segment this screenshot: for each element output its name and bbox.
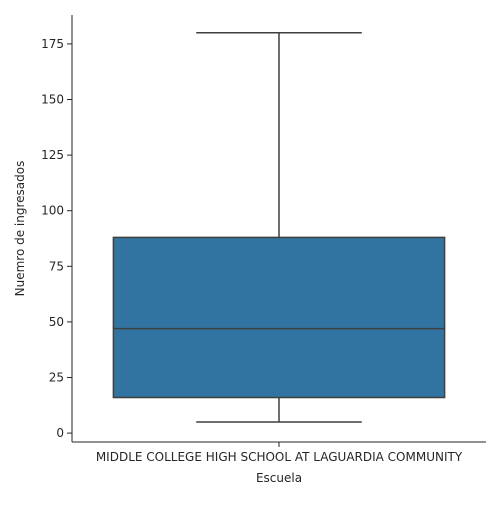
x-axis: MIDDLE COLLEGE HIGH SCHOOL AT LAGUARDIA … bbox=[72, 441, 486, 464]
x-axis-label: Escuela bbox=[256, 471, 302, 485]
y-tick-label: 175 bbox=[41, 37, 64, 51]
y-tick-label: 150 bbox=[41, 93, 64, 107]
y-tick-label: 50 bbox=[49, 315, 64, 329]
box-group bbox=[112, 32, 446, 423]
y-tick-label: 100 bbox=[41, 204, 64, 218]
y-tick-label: 125 bbox=[41, 148, 64, 162]
iqr-box bbox=[112, 236, 446, 399]
y-axis-label: Nuemro de ingresados bbox=[13, 161, 27, 297]
x-tick-label: MIDDLE COLLEGE HIGH SCHOOL AT LAGUARDIA … bbox=[96, 450, 463, 464]
boxes-layer bbox=[112, 32, 446, 423]
y-tick-label: 0 bbox=[56, 426, 64, 440]
y-tick-label: 25 bbox=[49, 371, 64, 385]
y-tick-label: 75 bbox=[49, 259, 64, 273]
y-axis: 0 25 50 75 100 125 150 175 bbox=[41, 15, 73, 442]
